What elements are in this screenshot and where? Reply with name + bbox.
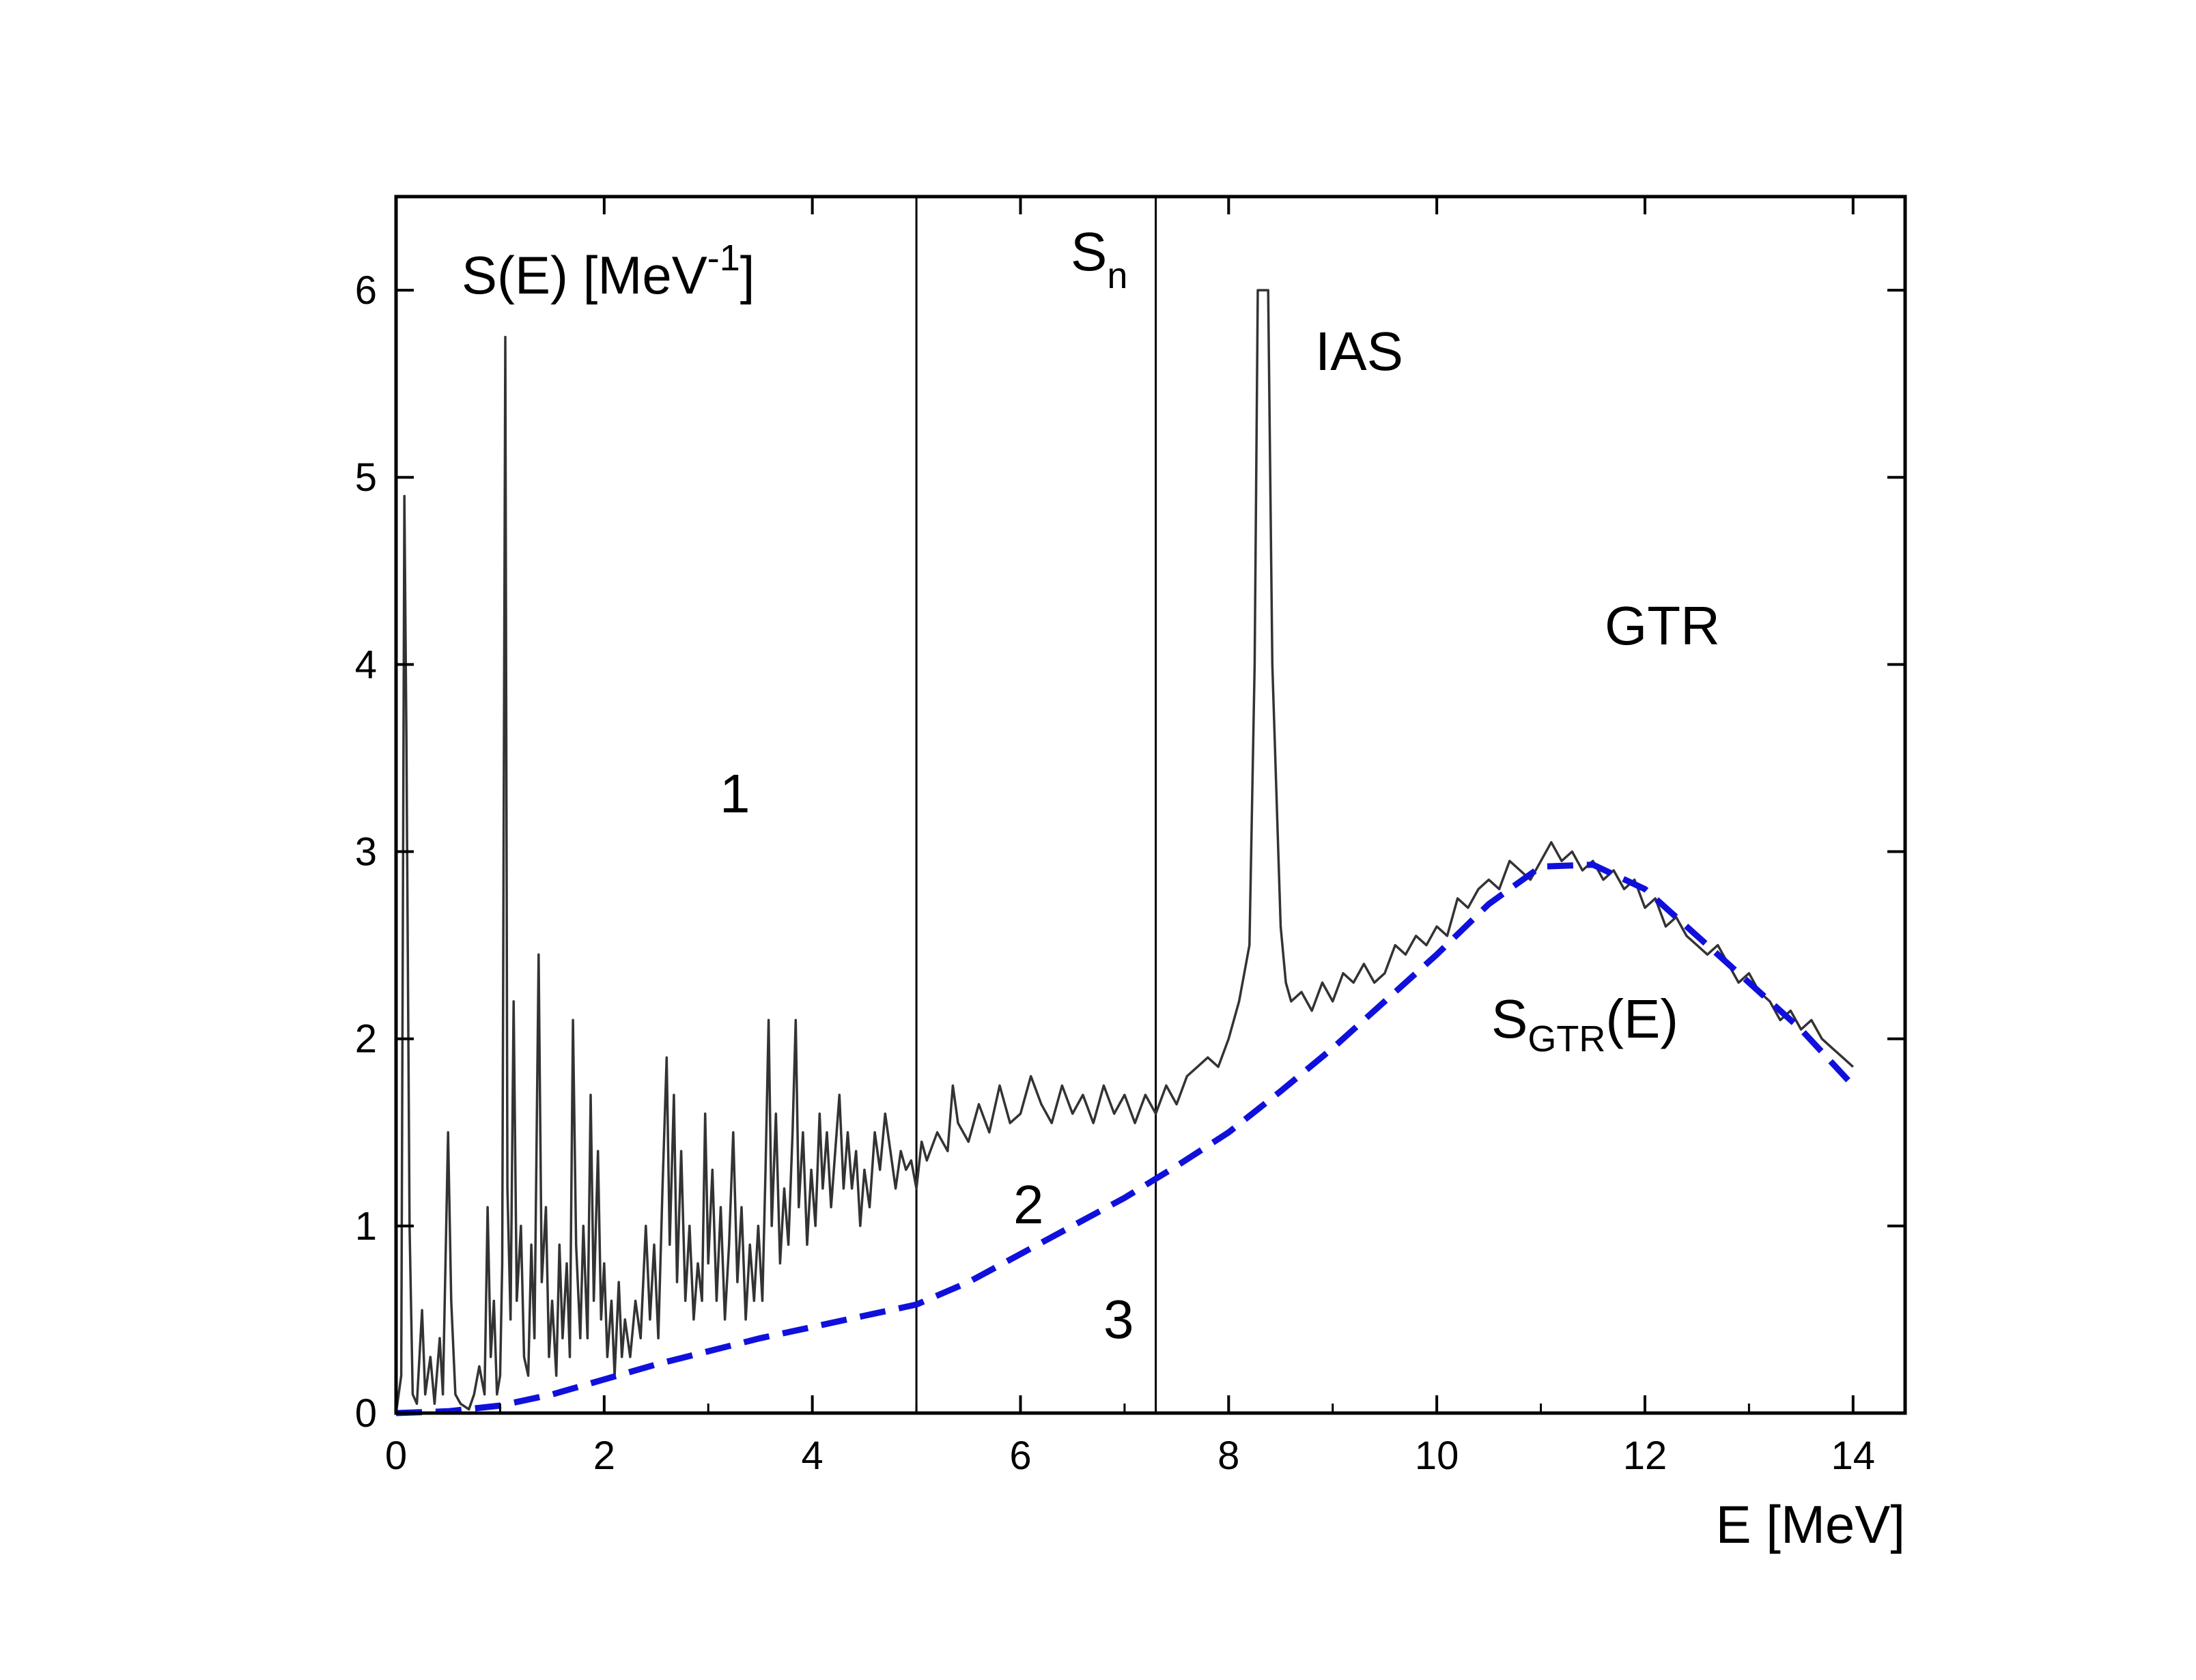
- x-tick-label: 12: [1623, 1434, 1667, 1478]
- sgtr-label-main: S: [1491, 988, 1528, 1049]
- region-3-label: 3: [1103, 1289, 1134, 1350]
- y-tick-label: 3: [355, 830, 377, 874]
- sn-label: Sn: [1071, 221, 1127, 296]
- y-axis-title: S(E) [MeV-1]: [462, 238, 755, 305]
- y-axis-title-main: S(E) [MeV: [462, 245, 707, 305]
- ias-label: IAS: [1315, 321, 1403, 382]
- sgtr-label: SGTR(E): [1491, 988, 1678, 1059]
- x-tick-label: 4: [802, 1434, 824, 1478]
- sn-label-main: S: [1071, 221, 1107, 282]
- x-axis-title: E [MeV]: [1716, 1494, 1905, 1554]
- x-tick-label: 8: [1217, 1434, 1239, 1478]
- x-tick-label: 2: [593, 1434, 615, 1478]
- threshold-lines: [915, 197, 1157, 1413]
- plot-frame: [394, 195, 1907, 1415]
- y-tick-label: 4: [355, 642, 377, 687]
- x-tick-label: 0: [385, 1434, 407, 1478]
- y-tick-label: 1: [355, 1204, 377, 1249]
- y-tick-label: 2: [355, 1017, 377, 1062]
- y-axis-title-close: ]: [740, 245, 755, 305]
- sgtr-label-tail: (E): [1605, 988, 1678, 1049]
- y-axis-title-sup: -1: [707, 238, 740, 279]
- sgtr-label-sub: GTR: [1528, 1019, 1605, 1059]
- x-tick-label: 14: [1831, 1434, 1876, 1478]
- region-2-label: 2: [1013, 1174, 1044, 1235]
- y-tick-label: 6: [355, 268, 377, 313]
- x-tick-label: 10: [1415, 1434, 1459, 1478]
- y-tick-label: 5: [355, 455, 377, 500]
- region-1-label: 1: [720, 763, 750, 824]
- y-tick-label: 0: [355, 1391, 377, 1436]
- series-layer: [395, 289, 1856, 1416]
- gtr-fit-line: [395, 862, 1856, 1416]
- spectrum-line: [395, 289, 1854, 1414]
- gtr-label: GTR: [1605, 595, 1720, 656]
- sn-label-sub: n: [1107, 255, 1127, 296]
- x-tick-label: 6: [1009, 1434, 1031, 1478]
